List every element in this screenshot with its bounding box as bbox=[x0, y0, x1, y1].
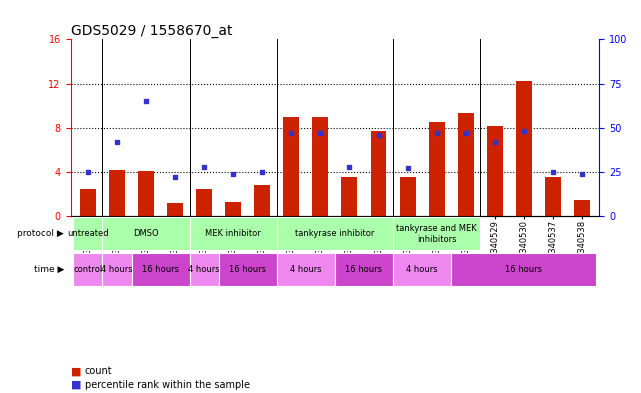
Bar bbox=[196, 189, 212, 216]
Text: time ▶: time ▶ bbox=[34, 265, 64, 274]
Text: MEK inhibitor: MEK inhibitor bbox=[205, 230, 261, 238]
Bar bbox=[131, 253, 190, 286]
Text: 16 hours: 16 hours bbox=[229, 265, 266, 274]
Bar bbox=[103, 217, 190, 250]
Text: control: control bbox=[73, 265, 103, 274]
Bar bbox=[458, 113, 474, 216]
Text: percentile rank within the sample: percentile rank within the sample bbox=[85, 380, 249, 390]
Text: 16 hours: 16 hours bbox=[505, 265, 542, 274]
Bar bbox=[277, 217, 393, 250]
Bar bbox=[516, 81, 532, 216]
Text: tankyrase and MEK
inhibitors: tankyrase and MEK inhibitors bbox=[396, 224, 477, 244]
Bar bbox=[335, 253, 393, 286]
Bar bbox=[370, 131, 387, 216]
Text: 4 hours: 4 hours bbox=[406, 265, 438, 274]
Text: protocol ▶: protocol ▶ bbox=[17, 230, 64, 238]
Bar bbox=[103, 253, 131, 286]
Bar bbox=[545, 178, 561, 216]
Bar bbox=[277, 253, 335, 286]
Text: DMSO: DMSO bbox=[133, 230, 159, 238]
Text: 16 hours: 16 hours bbox=[142, 265, 179, 274]
Text: 16 hours: 16 hours bbox=[345, 265, 383, 274]
Text: 4 hours: 4 hours bbox=[188, 265, 220, 274]
Bar bbox=[393, 253, 451, 286]
Text: tankyrase inhibitor: tankyrase inhibitor bbox=[296, 230, 374, 238]
Text: 4 hours: 4 hours bbox=[101, 265, 133, 274]
Text: 4 hours: 4 hours bbox=[290, 265, 322, 274]
Bar bbox=[487, 125, 503, 216]
Bar bbox=[283, 117, 299, 216]
Bar bbox=[429, 122, 445, 216]
Text: untreated: untreated bbox=[67, 230, 109, 238]
Bar bbox=[190, 253, 219, 286]
Bar bbox=[225, 202, 241, 216]
Bar bbox=[138, 171, 154, 216]
Bar bbox=[80, 189, 96, 216]
Bar bbox=[342, 178, 358, 216]
Bar bbox=[312, 117, 328, 216]
Bar bbox=[451, 253, 596, 286]
Bar bbox=[167, 203, 183, 216]
Bar bbox=[74, 217, 103, 250]
Bar bbox=[254, 185, 271, 216]
Bar bbox=[393, 217, 480, 250]
Bar bbox=[574, 200, 590, 216]
Text: ■: ■ bbox=[71, 366, 81, 376]
Text: ■: ■ bbox=[71, 380, 81, 390]
Bar bbox=[190, 217, 277, 250]
Bar bbox=[74, 253, 103, 286]
Bar bbox=[399, 178, 415, 216]
Text: GDS5029 / 1558670_at: GDS5029 / 1558670_at bbox=[71, 24, 232, 38]
Text: count: count bbox=[85, 366, 112, 376]
Bar bbox=[109, 170, 125, 216]
Bar bbox=[219, 253, 277, 286]
